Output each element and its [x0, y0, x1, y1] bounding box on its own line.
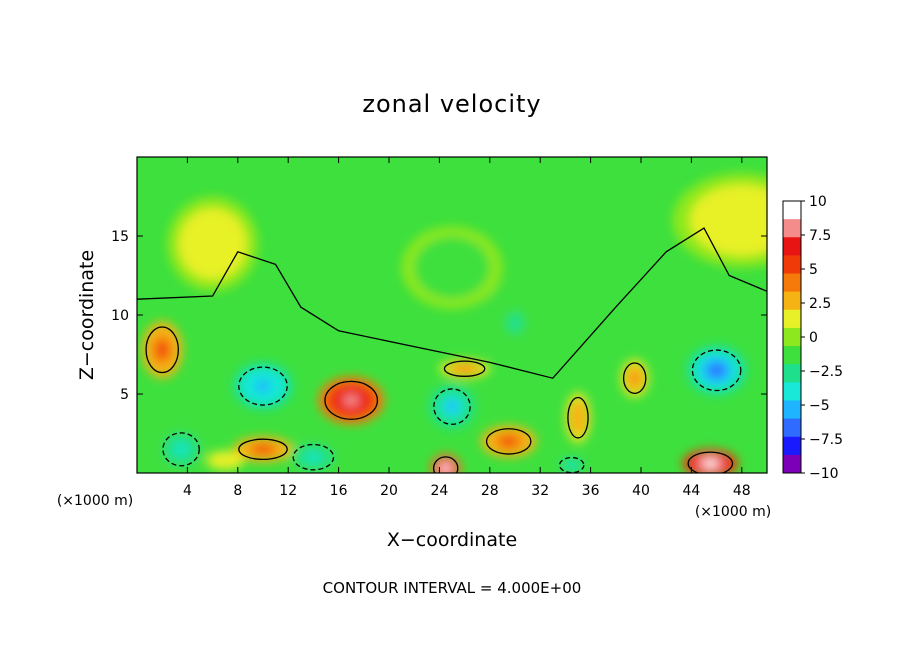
colorbar-tick-label: −10 — [809, 466, 839, 482]
field-feature — [446, 401, 458, 413]
colorbar-swatch — [783, 237, 801, 256]
zero-contour-line — [137, 227, 767, 379]
field-feature — [506, 312, 524, 334]
colorbar-swatch — [783, 418, 801, 438]
x-tick-label: 32 — [531, 483, 549, 499]
contour-interval-note: CONTOUR INTERVAL = 4.000E+00 — [323, 579, 582, 597]
x-tick-label: 48 — [733, 483, 751, 499]
x-units-left: (×1000 m) — [57, 493, 133, 509]
contour-line — [145, 326, 179, 374]
x-tick-label: 44 — [682, 483, 700, 499]
field-feature — [307, 453, 320, 462]
field-feature — [709, 363, 725, 377]
field-feature — [574, 411, 582, 425]
colorbar-swatch — [783, 273, 801, 293]
field-feature — [458, 366, 471, 372]
field-feature — [724, 208, 760, 233]
colorbar-tick-label: 2.5 — [809, 296, 831, 312]
colorbar-tick-label: 7.5 — [809, 228, 831, 244]
x-tick-label: 4 — [183, 483, 192, 499]
colorbar-tick-label: −7.5 — [809, 432, 843, 448]
field-feature — [343, 394, 360, 407]
contour-line — [162, 432, 200, 467]
colorbar-swatch — [783, 255, 801, 275]
field-feature — [631, 373, 639, 383]
x-units-right: (×1000 m) — [695, 504, 771, 520]
colorbar-swatch — [783, 436, 801, 456]
colorbar-tick-label: 10 — [809, 194, 827, 210]
colorbar-tick-label: 5 — [809, 262, 818, 278]
field-feature — [157, 342, 168, 357]
field-feature — [501, 437, 516, 446]
contour-line — [443, 360, 486, 377]
contour-line — [432, 456, 459, 473]
y-axis: 5 10 15 — [111, 229, 767, 403]
x-tick-label: 40 — [632, 483, 650, 499]
field-feature — [201, 232, 224, 256]
contour-line — [691, 349, 742, 392]
colorbar-swatch — [783, 291, 801, 311]
x-tick-label: 28 — [481, 483, 499, 499]
x-axis-label: X−coordinate — [387, 529, 517, 551]
field-feature — [567, 462, 576, 468]
x-tick-label: 20 — [380, 483, 398, 499]
field-feature — [703, 459, 718, 468]
contour-lines — [137, 227, 767, 473]
field-feature — [255, 380, 271, 393]
contour-line — [687, 451, 734, 473]
contour-line — [292, 443, 335, 471]
colorbar-swatch — [783, 201, 801, 220]
x-tick-label: 24 — [430, 483, 448, 499]
x-tick-label: 16 — [330, 483, 348, 499]
contour-line — [485, 428, 532, 455]
contour-line — [567, 396, 589, 439]
colorbar-tick-label: −2.5 — [809, 364, 843, 380]
x-tick-label: 36 — [582, 483, 600, 499]
field-feature — [441, 464, 450, 472]
colorbar-swatch — [783, 364, 801, 383]
field-feature — [439, 257, 465, 278]
field-features — [142, 172, 767, 473]
colorbar-swatch — [783, 454, 801, 474]
colorbar: 10 7.5 5 2.5 0 −2.5 −5 −7.5 −10 — [782, 194, 843, 482]
contour-line — [238, 438, 288, 461]
contour-line — [238, 366, 288, 406]
colorbar-swatch — [783, 219, 801, 238]
colorbar-swatch — [783, 309, 801, 329]
colorbar-swatch — [783, 382, 801, 401]
contour-line — [433, 388, 471, 425]
colorbar-tick-label: −5 — [809, 398, 830, 414]
x-axis: 4 8 12 16 20 24 28 32 36 40 44 48 — [183, 157, 751, 499]
field-feature — [220, 457, 230, 463]
contour-line — [558, 456, 585, 473]
plot-area — [137, 157, 767, 473]
y-axis-label: Z−coordinate — [76, 250, 98, 380]
chart-title: zonal velocity — [362, 90, 541, 118]
colorbar-swatch — [783, 346, 801, 365]
field-feature — [255, 446, 271, 453]
y-tick-label: 10 — [111, 308, 129, 324]
y-tick-label: 5 — [120, 387, 129, 403]
y-tick-label: 15 — [111, 229, 129, 245]
contour-line — [622, 362, 647, 395]
x-tick-label: 8 — [233, 483, 242, 499]
contour-line — [324, 380, 379, 420]
x-tick-label: 12 — [279, 483, 297, 499]
colorbar-tick-label: 0 — [809, 330, 818, 346]
field-feature — [175, 444, 187, 455]
colorbar-swatch — [783, 400, 801, 420]
colorbar-swatch — [783, 327, 801, 347]
